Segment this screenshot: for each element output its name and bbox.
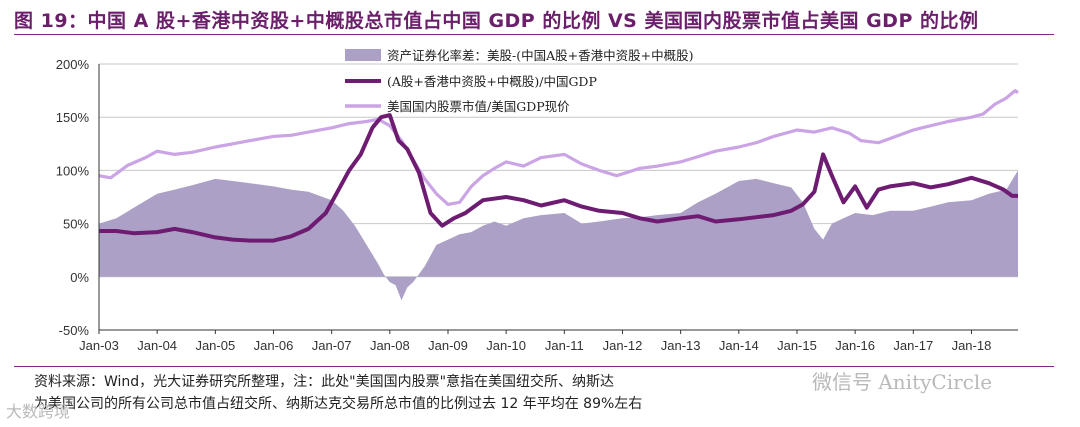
x-tick-label: Jan-16: [835, 338, 875, 353]
x-tick-label: Jan-05: [195, 338, 235, 353]
axes: -50% 0% 50% 100% 150% 200% Jan-03 Jan-04 Jan-05 J…: [56, 57, 1018, 353]
series-us-line: [98, 89, 1019, 206]
x-tick-label: Jan-15: [777, 338, 817, 353]
series-china-line: [99, 113, 1018, 243]
y-tick-label: 200%: [56, 57, 90, 72]
legend: 资产证券化率差：美股-(中国A股+香港中资股+中概股) (A股+香港中资股+中概股…: [345, 48, 693, 114]
x-tick-label: Jan-14: [719, 338, 759, 353]
line-layer: [98, 89, 1019, 243]
legend-label: (A股+香港中资股+中概股)/中国GDP: [387, 74, 597, 89]
x-tick-label: Jan-12: [603, 338, 643, 353]
watermark: 微信号 AnityCircle: [812, 370, 993, 394]
area-layer: [99, 170, 1018, 301]
x-tick-label: Jan-13: [661, 338, 701, 353]
x-tick-label: Jan-03: [79, 338, 119, 353]
x-tick-label: Jan-11: [545, 338, 584, 353]
x-tick-label: Jan-07: [312, 338, 352, 353]
x-tick-label: Jan-10: [486, 338, 526, 353]
watermark-corner: 大数跨境: [6, 402, 71, 421]
y-tick-label: -50%: [59, 323, 90, 338]
y-tick-label: 150%: [56, 110, 90, 125]
source-note-line2: 为美国公司的所有公司总市值占纽交所、纳斯达克交易所总市值的比例过去 12 年平均…: [34, 396, 643, 412]
x-tick-label: Jan-06: [254, 338, 294, 353]
y-tick-label: 50%: [63, 217, 89, 232]
x-tick-label: Jan-18: [952, 338, 992, 353]
x-tick-label: Jan-17: [893, 338, 933, 353]
title-underline: [14, 34, 1054, 35]
legend-swatch-area: [345, 49, 381, 61]
chart-title: 图 19：中国 A 股+香港中资股+中概股总市值占中国 GDP 的比例 VS 美…: [14, 10, 979, 32]
source-note-line1: 资料来源：Wind，光大证券研究所整理，注：此处"美国国内股票"意指在美国纽交所…: [34, 374, 615, 390]
legend-label: 美国国内股票市值/美国GDP现价: [387, 99, 570, 114]
legend-label: 资产证券化率差：美股-(中国A股+香港中资股+中概股): [387, 48, 693, 63]
y-tick-label: 100%: [56, 163, 90, 178]
y-tick-label: 0%: [70, 270, 89, 285]
x-tick-label: Jan-04: [137, 338, 177, 353]
x-tick-label: Jan-09: [428, 338, 468, 353]
series-area-difference: [99, 170, 1018, 301]
x-tick-label: Jan-08: [370, 338, 410, 353]
note-rule: [14, 366, 1054, 367]
